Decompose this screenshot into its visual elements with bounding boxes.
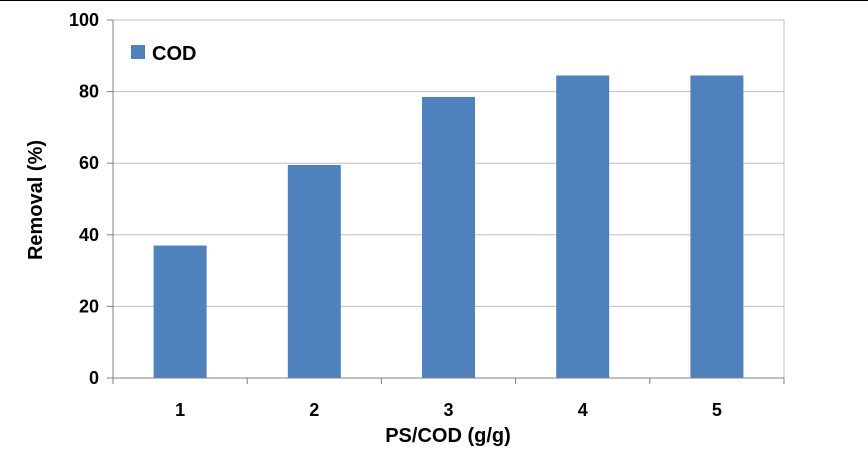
y-axis-title: Removal (%)	[25, 140, 47, 260]
x-tick-label-5: 5	[712, 400, 722, 420]
x-tick-label-2: 2	[309, 400, 319, 420]
y-tick-label-100: 100	[69, 10, 99, 30]
y-tick-labels: 0 20 40 60 80 100	[69, 10, 99, 388]
axes	[107, 19, 785, 384]
bar-1	[153, 245, 207, 378]
gridlines	[113, 19, 785, 378]
bars	[153, 75, 744, 379]
legend-swatch-cod	[131, 45, 145, 59]
x-tick-label-3: 3	[443, 400, 453, 420]
bar-4	[556, 75, 610, 379]
legend-label-cod: COD	[152, 43, 196, 65]
top-border-line	[0, 0, 868, 1]
legend: COD	[131, 43, 196, 65]
bar-3	[422, 96, 475, 378]
bar-5	[690, 75, 744, 379]
y-tick-label-80: 80	[79, 82, 99, 102]
x-tick-label-4: 4	[578, 400, 588, 420]
x-axis-title: PS/COD (g/g)	[385, 425, 511, 447]
x-tick-labels: 1 2 3 4 5	[175, 400, 722, 420]
y-tick-label-60: 60	[79, 153, 99, 173]
y-tick-label-0: 0	[89, 368, 99, 388]
bar-2	[287, 164, 341, 378]
x-tick-label-1: 1	[175, 400, 185, 420]
y-tick-label-20: 20	[79, 296, 99, 316]
y-tick-label-40: 40	[79, 225, 99, 245]
